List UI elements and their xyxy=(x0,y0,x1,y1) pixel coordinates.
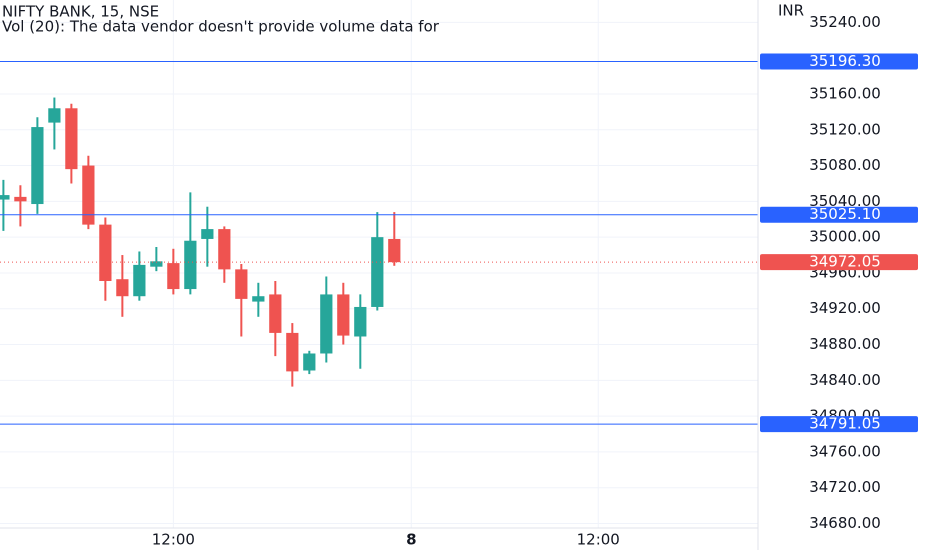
candle-body xyxy=(184,240,197,290)
price-badge xyxy=(760,254,918,271)
candle-body xyxy=(0,195,10,200)
candle-body xyxy=(269,294,282,333)
x-tick-label: 12:00 xyxy=(577,531,620,549)
candle-body xyxy=(388,238,401,263)
y-tick-label: 35040.00 xyxy=(809,192,881,210)
x-tick-label: 12:00 xyxy=(152,531,195,549)
candle-body xyxy=(320,294,333,354)
chart-subtitle: Vol (20): The data vendor doesn't provid… xyxy=(2,18,440,36)
candle-body xyxy=(337,294,350,336)
candle-body xyxy=(167,263,180,290)
candle-body xyxy=(31,127,44,205)
currency: INR xyxy=(778,2,804,20)
y-tick-label: 35120.00 xyxy=(809,120,881,138)
price-badge xyxy=(760,206,918,223)
price-badge xyxy=(760,416,918,433)
price-badge-label: 34972.05 xyxy=(809,253,881,271)
candle-body xyxy=(201,229,214,239)
plot xyxy=(0,60,758,425)
y-tick-label: 35160.00 xyxy=(809,84,881,102)
y-tick-label: 34840.00 xyxy=(809,371,881,389)
candle-body xyxy=(116,279,129,297)
candle-body xyxy=(14,196,27,202)
y-tick-label: 34880.00 xyxy=(809,335,881,353)
y-tick-label: 34720.00 xyxy=(809,478,881,496)
y-tick-label: 34760.00 xyxy=(809,442,881,460)
y-tick-label: 35000.00 xyxy=(809,228,881,246)
candle-body xyxy=(371,237,384,307)
candle-body xyxy=(354,306,367,337)
candle-body xyxy=(99,224,112,282)
chart-title: NIFTY BANK, 15, NSE xyxy=(2,3,159,21)
price-badge xyxy=(760,53,918,70)
candle-body xyxy=(48,108,61,123)
candle-body xyxy=(235,269,248,299)
y-tick-label: 34920.00 xyxy=(809,299,881,317)
price-badge-label: 35196.30 xyxy=(809,52,881,70)
price-badge-label: 34791.05 xyxy=(809,415,881,433)
x-tick-label: 8 xyxy=(406,531,416,549)
candle-body xyxy=(286,332,299,372)
y-tick-label: 35240.00 xyxy=(809,13,881,31)
candle-body xyxy=(303,353,316,371)
candle-body xyxy=(218,229,231,270)
candle-body xyxy=(252,296,265,302)
axis: 35240.00 35160.00 35120.00 35080.00 35040.00… xyxy=(152,13,918,549)
candle-body xyxy=(65,108,78,170)
candle-body xyxy=(150,261,163,267)
candle-body xyxy=(82,165,95,225)
y-tick-label: 35080.00 xyxy=(809,156,881,174)
price-badge-label: 35025.10 xyxy=(809,205,881,223)
candle-body xyxy=(133,264,146,297)
y-tick-label: 34680.00 xyxy=(809,514,881,532)
